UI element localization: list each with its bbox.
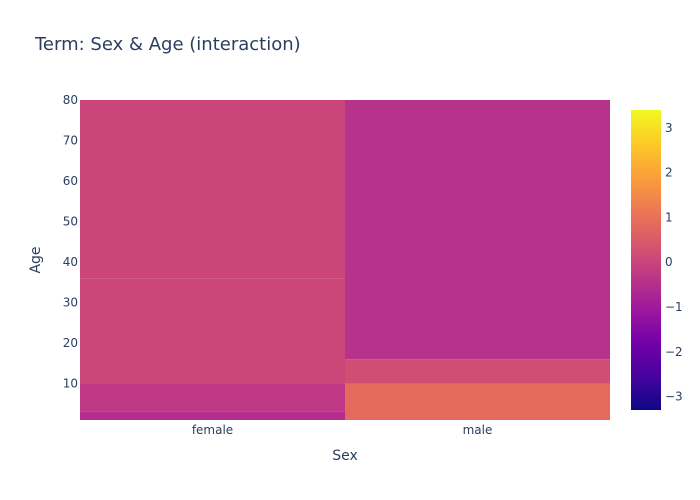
chart-title: Term: Sex & Age (interaction) <box>34 34 301 55</box>
y-tick-label: 50 <box>63 215 78 229</box>
y-tick-label: 80 <box>63 93 78 107</box>
colorbar-tick-label: 3 <box>665 121 673 135</box>
colorbar-tick-label: −1 <box>665 300 683 314</box>
heatmap-cell <box>345 383 610 420</box>
heatmap-cells <box>80 100 610 420</box>
heatmap-cell <box>80 383 345 412</box>
y-axis-ticks: 10 20 30 40 50 60 70 80 <box>63 93 78 391</box>
y-tick-label: 70 <box>63 134 78 148</box>
colorbar-tick-label: −3 <box>665 390 683 404</box>
y-tick-label: 60 <box>63 174 78 188</box>
x-axis-title: Sex <box>332 448 358 464</box>
heatmap-cell <box>80 100 345 279</box>
x-tick-label: male <box>463 423 493 437</box>
heatmap-cell <box>345 100 610 360</box>
y-tick-label: 20 <box>63 336 78 350</box>
y-tick-label: 30 <box>63 296 78 310</box>
heatmap-cell <box>345 359 610 384</box>
y-tick-label: 10 <box>63 377 78 391</box>
colorbar-gradient <box>631 110 661 410</box>
y-tick-label: 40 <box>63 255 78 269</box>
x-axis-ticks: female male <box>192 423 493 437</box>
heatmap-cell <box>80 278 345 384</box>
colorbar-tick-label: 0 <box>665 255 673 269</box>
x-tick-label: female <box>192 423 233 437</box>
colorbar-tick-label: −2 <box>665 345 683 359</box>
heatmap-cell <box>80 411 345 420</box>
colorbar-tick-label: 1 <box>665 210 673 224</box>
y-axis-title: Age <box>28 246 44 273</box>
colorbar: −3 −2 −1 0 1 2 3 <box>631 110 683 410</box>
colorbar-tick-label: 2 <box>665 166 673 180</box>
